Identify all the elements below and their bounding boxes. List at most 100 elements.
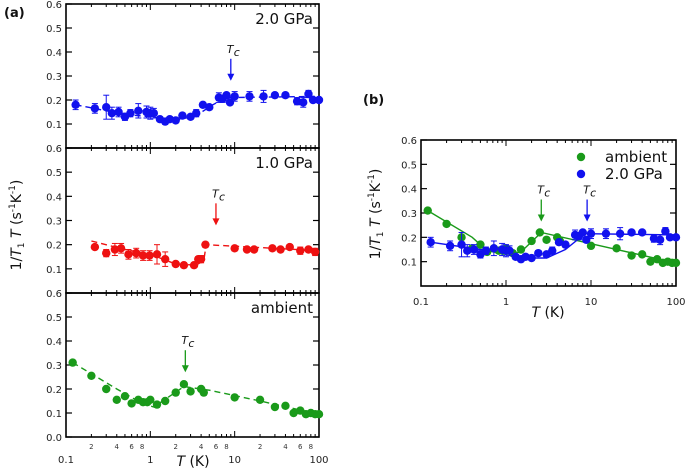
panel-a-1gpa-tc-subscript: c [219, 190, 225, 203]
panel-a-2gpa-data-point [259, 92, 268, 101]
panel-a-2gpa-data-point [198, 100, 208, 110]
panel-a-ambient-data-point [102, 384, 111, 394]
panel-b-2gpa-data-point [489, 244, 499, 253]
panel-b-2gpa-data-point [601, 229, 611, 238]
panel-b-ambient-data-point [476, 240, 485, 249]
panel-a-ambient-y-tick-label: 0.3 [46, 361, 62, 372]
panel-a-1gpa-data-point [268, 244, 277, 253]
panel-a-ambient-y-tick-label: 0.2 [46, 385, 62, 396]
panel-a-ambient-x-major-label: 100 [309, 455, 328, 466]
panel-a-2gpa-data-point [314, 95, 324, 105]
panel-a-1gpa-data-point [90, 242, 100, 252]
panel-a-label: (a) [4, 6, 25, 21]
panel-a-ambient-x-minor-label: 2 [89, 443, 93, 451]
panel-b-y-tick-label: 0.4 [401, 185, 417, 196]
panel-b-2gpa-data-point [578, 228, 587, 237]
panel-b-ambient-data-point [423, 206, 432, 215]
panel-b-ambient-tc-arrow-head [537, 214, 545, 222]
panel-b-2gpa-data-point [661, 227, 670, 236]
panel-b-2gpa-data-point [586, 229, 596, 238]
panel-b-y-tick-label: 0.3 [401, 209, 417, 220]
panel-b-y-tick-label: 0.2 [401, 233, 417, 244]
panel-a-2gpa-y-tick-label: 0.3 [46, 72, 62, 83]
panel-b-x-axis-title: T (K) [531, 305, 564, 321]
panel-b-2gpa-tc-label: T [583, 184, 591, 197]
panel-b-ambient-tc-label: T [537, 184, 545, 197]
panel-b-x-major-label: 1 [503, 297, 509, 308]
panel-b-2gpa-data-point [665, 233, 675, 242]
panel-a-ambient-data-point [112, 395, 121, 404]
panel-a-1gpa-tc-arrow-head [212, 218, 220, 226]
panel-a-2gpa-tc-label: T [227, 43, 235, 56]
panel-b-2gpa-data-point [582, 235, 591, 244]
panel-b-y-axis-title: 1/T1 T (s-1K-1) [367, 169, 386, 260]
panel-b-ambient-tc-subscript: c [544, 187, 550, 200]
panel-a-1gpa-data-point [160, 254, 170, 264]
panel-a-2gpa-series-label: 2.0 GPa [255, 10, 313, 28]
panel-a-ambient-data-point [289, 408, 298, 418]
panel-a-1gpa-data-point [249, 245, 259, 254]
panel-a-1gpa-data-point [310, 247, 320, 257]
panel-a-1gpa-y-tick-label: 0.5 [46, 168, 62, 179]
panel-a-2gpa-data-point [230, 92, 239, 101]
panel-a-1gpa-data-point [189, 261, 199, 270]
panel-b-2gpa-data-point [426, 238, 435, 247]
panel-a-1gpa-data-point [138, 251, 148, 260]
panel-a-2gpa-data-point [192, 109, 201, 118]
panel-a-2gpa-data-point [126, 109, 135, 118]
panel-a-2gpa-tc-subscript: c [234, 46, 240, 59]
panel-a-2gpa-data-point [149, 109, 159, 118]
panel-a-ambient-guide-line [72, 361, 320, 415]
panel-a-ambient-y-tick-label: 0.4 [46, 337, 62, 348]
panel-a-ambient-x-minor-label: 6 [129, 443, 134, 451]
panel-b-x-major-label: 0.1 [413, 297, 429, 308]
panel-b-2gpa-data-point [445, 241, 455, 251]
panel-b-ambient-data-point [542, 235, 551, 244]
panel-a-ambient-y-tick-label: 0.0 [46, 433, 62, 444]
panel-a-ambient-tc-label: T [181, 334, 189, 347]
panel-a-1gpa-data-point [124, 250, 133, 259]
panel-b-ambient-data-point [586, 241, 596, 251]
panel-b-2gpa-tc-subscript: c [590, 187, 596, 200]
panel-b-ambient-data-point [516, 245, 526, 254]
panel-a-ambient-x-minor-label: 2 [173, 443, 177, 451]
panel-a: 0.1 0.2 0.3 0.4 0.5 0.6 2.0 GPa T c 0.1 0.2 0.3 0.4 0… [46, 0, 328, 466]
panel-a-ambient-x-minor-label: 8 [140, 443, 144, 451]
panel-a-2gpa-data-point [304, 89, 313, 99]
panel-a-x-axis-title: T (K) [176, 454, 209, 470]
legend-2gpa-label: 2.0 GPa [605, 165, 663, 183]
panel-a-2gpa-data-point [102, 103, 111, 112]
panel-a-1gpa-y-tick-label: 0.6 [46, 144, 62, 155]
panel-a-2gpa-y-tick-label: 0.1 [46, 120, 62, 131]
panel-a-2gpa-data-point [222, 91, 231, 100]
panel-b-x-major-label: 10 [585, 297, 598, 308]
panel-a-2gpa-data-point [71, 100, 80, 110]
panel-b-ambient-data-point [442, 219, 451, 229]
panel-a-y-axis-title: 1/T1 T (s-1K-1) [8, 180, 27, 271]
panel-a-ambient-tc-arrow-head [181, 365, 189, 373]
panel-a-2gpa-data-point [299, 98, 308, 107]
panel-a-ambient-data-point [199, 388, 208, 397]
panel-a-1gpa-data-point [152, 250, 162, 259]
panel-a-ambient-series-label: ambient [251, 299, 313, 317]
panel-a-2gpa-data-point [225, 98, 235, 107]
panel-a-ambient-data-point [160, 396, 170, 406]
panel-a-2gpa-data-point [107, 109, 117, 118]
panel-b-2gpa-data-point [554, 238, 564, 247]
panel-a-2gpa-y-tick-label: 0.4 [46, 48, 62, 59]
panel-a-ambient-x-minor-label: 8 [224, 443, 228, 451]
panel-b-ambient-data-point [612, 244, 621, 253]
panel-a-ambient-x-minor-label: 4 [199, 443, 204, 451]
panel-a-ambient-x-minor-label: 4 [283, 443, 288, 451]
panel-b-2gpa-data-point [561, 240, 570, 249]
panel-a-2gpa-data-point [171, 116, 180, 125]
panel-a-ambient-data-point [127, 399, 136, 408]
panel-a-2gpa-data-point [270, 91, 280, 100]
panel-a-1gpa-data-point [196, 254, 206, 264]
panel-a-ambient-y-tick-label: 0.1 [46, 409, 62, 420]
panel-a-ambient-data-point [146, 395, 155, 404]
panel-a-ambient-data-point [171, 388, 180, 397]
panel-a-ambient-data-point [230, 393, 239, 402]
panel-a-2gpa-data-point [114, 107, 123, 117]
